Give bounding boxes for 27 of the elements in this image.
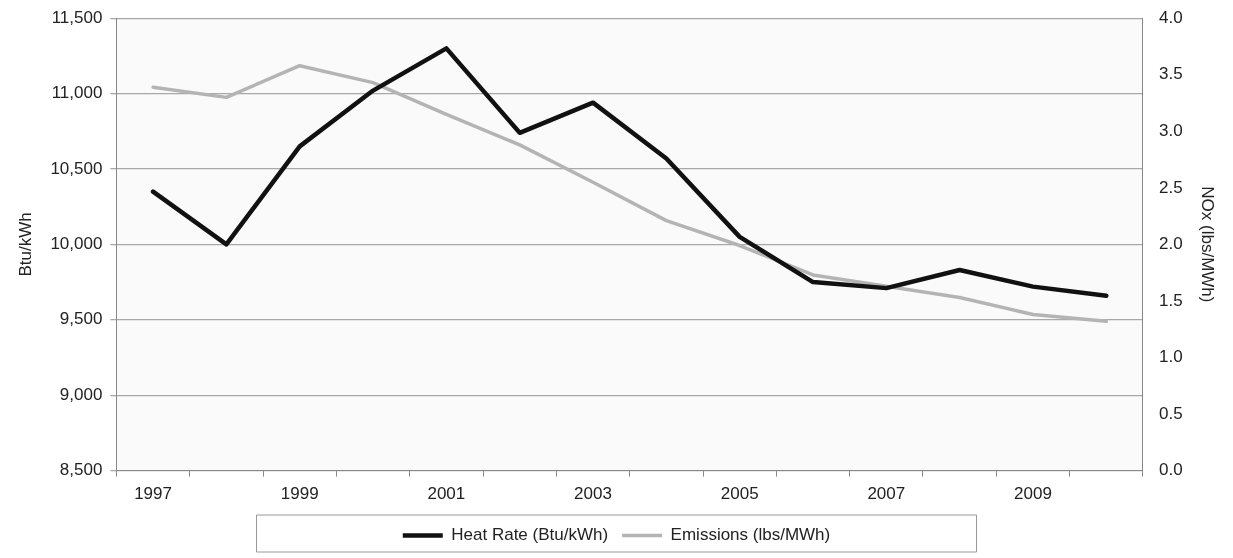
y-tick-label: 9,000 (59, 384, 103, 404)
y-tick-label: 8,500 (59, 460, 103, 480)
x-tick-label: 1999 (280, 484, 319, 504)
y2-tick-label: 3.5 (1158, 64, 1183, 84)
y-tick-label: 10,000 (50, 234, 103, 254)
y2-tick-label: 1.5 (1158, 290, 1183, 310)
x-tick-label: 2007 (867, 484, 906, 504)
y-tick-label: 11,500 (51, 7, 103, 27)
x-tick-label: 2005 (720, 484, 759, 504)
y2-tick-label: 0.5 (1158, 403, 1183, 423)
y2-tick-label: 1.0 (1158, 347, 1183, 367)
y2-tick-label: 0.0 (1158, 460, 1183, 480)
x-tick-label: 2001 (427, 484, 466, 504)
y-axis-title: Btu/kWh (15, 212, 35, 277)
y2-tick-label: 4.0 (1158, 7, 1183, 27)
y2-tick-label: 2.5 (1158, 177, 1183, 197)
x-tick-label: 2009 (1014, 484, 1052, 504)
y2-tick-label: 2.0 (1158, 234, 1183, 254)
y2-axis-title: NOx (lbs/MWh) (1198, 186, 1218, 303)
legend-label: Heat Rate (Btu/kWh) (451, 525, 609, 545)
x-tick-label: 1997 (134, 484, 172, 504)
y-tick-label: 11,000 (51, 83, 103, 103)
y2-tick-label: 3.0 (1158, 120, 1183, 140)
y-tick-label: 10,500 (50, 158, 103, 178)
y-tick-label: 9,500 (59, 309, 103, 329)
x-tick-label: 2003 (574, 484, 612, 504)
legend-label: Emissions (lbs/MWh) (670, 525, 831, 545)
